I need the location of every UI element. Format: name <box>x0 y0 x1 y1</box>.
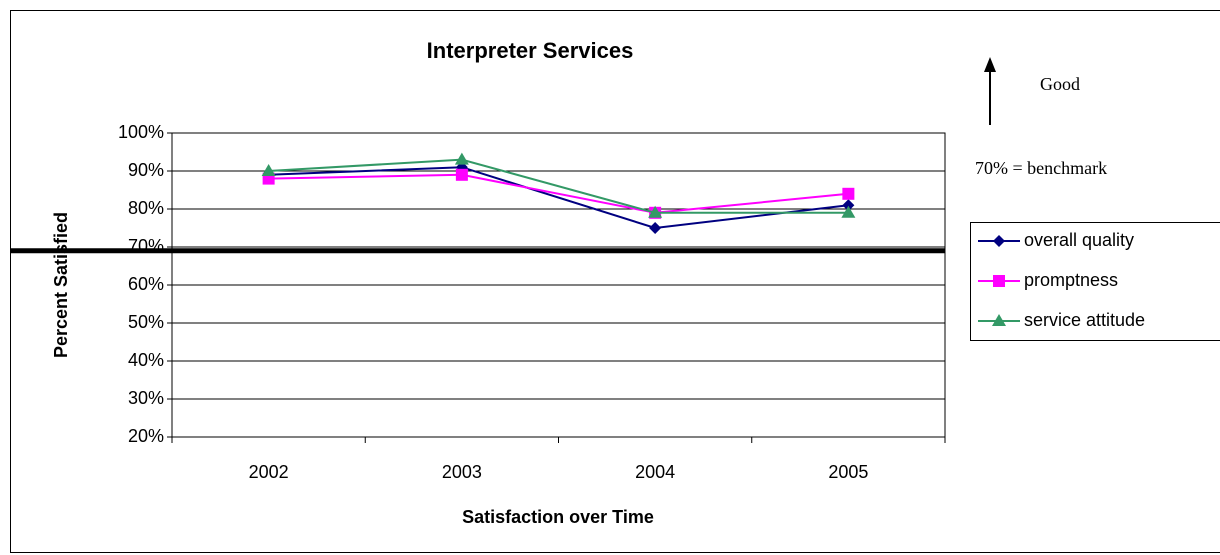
y-tick-label: 80% <box>128 198 164 218</box>
x-tick-label: 2002 <box>249 462 289 482</box>
annotation: Good <box>1040 74 1080 94</box>
marker <box>841 205 856 218</box>
marker <box>992 314 1006 326</box>
marker <box>993 235 1005 247</box>
x-tick-label: 2005 <box>828 462 868 482</box>
series-line <box>268 158 849 214</box>
series-line <box>268 173 849 214</box>
marker <box>648 205 663 218</box>
series-line <box>268 166 849 230</box>
y-tick-label: 50% <box>128 312 164 332</box>
legend-label: promptness <box>1024 270 1118 290</box>
y-tick-label: 20% <box>128 426 164 446</box>
x-tick-label: 2003 <box>442 462 482 482</box>
x-tick-label: 2004 <box>635 462 675 482</box>
y-tick-label: 100% <box>118 122 164 142</box>
legend-label: overall quality <box>1024 230 1134 250</box>
marker <box>842 187 855 200</box>
marker <box>649 222 662 234</box>
y-tick-label: 60% <box>128 274 164 294</box>
marker <box>842 199 855 212</box>
x-axis-label: Satisfaction over Time <box>462 507 654 527</box>
y-tick-label: 40% <box>128 350 164 370</box>
y-tick-label: 30% <box>128 388 164 408</box>
y-tick-label: 90% <box>128 160 164 180</box>
marker <box>993 275 1005 287</box>
good-arrow-head <box>984 57 996 72</box>
marker <box>454 152 469 165</box>
marker <box>455 168 468 181</box>
annotation: 70% = benchmark <box>975 158 1107 178</box>
legend-label: service attitude <box>1024 310 1145 330</box>
y-axis-label: Percent Satisfied <box>51 212 71 358</box>
marker <box>261 164 276 176</box>
chart-title: Interpreter Services <box>427 38 634 63</box>
